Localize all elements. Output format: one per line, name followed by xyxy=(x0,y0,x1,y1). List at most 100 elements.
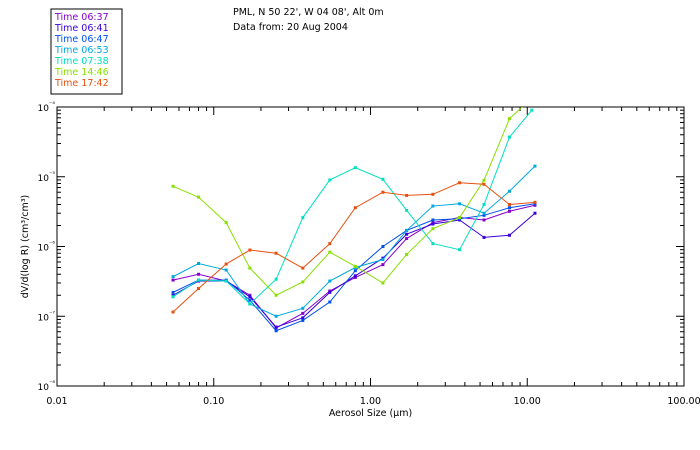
data-point xyxy=(248,266,252,270)
data-point xyxy=(458,248,462,252)
y-tick-label: 10⁻⁸ xyxy=(38,379,56,393)
series-line xyxy=(172,165,536,317)
data-point xyxy=(482,235,486,239)
data-point xyxy=(274,277,278,281)
data-point xyxy=(405,232,409,236)
y-axis-label: dV/d(log R) (cm³/cm³) xyxy=(20,195,31,298)
legend-entry: Time 06:47 xyxy=(54,34,109,45)
data-point xyxy=(431,218,435,222)
data-point xyxy=(431,222,435,226)
data-point xyxy=(533,164,537,168)
series-group xyxy=(171,107,537,333)
series-line xyxy=(172,107,523,296)
x-tick-label: 1.00 xyxy=(360,396,381,407)
header-date: Data from: 20 Aug 2004 xyxy=(233,22,348,33)
data-point xyxy=(248,293,252,297)
data-point xyxy=(482,211,486,215)
data-point xyxy=(353,269,357,273)
data-point xyxy=(507,189,511,193)
data-point xyxy=(328,178,332,182)
x-tick-labels: 0.01 0.10 1.00 10.00 100.00 xyxy=(46,396,700,407)
data-point xyxy=(482,182,486,186)
x-tick-label: 10.00 xyxy=(514,396,541,407)
data-point xyxy=(458,202,462,206)
data-point xyxy=(405,193,409,197)
data-point xyxy=(224,221,228,225)
data-point xyxy=(171,184,175,188)
data-point xyxy=(353,166,357,170)
legend-entry: Time 06:53 xyxy=(54,45,109,56)
data-point xyxy=(507,206,511,210)
data-point xyxy=(197,286,201,290)
y-tick-label: 10⁻⁴ xyxy=(38,100,56,114)
data-point xyxy=(405,237,409,241)
data-point xyxy=(274,329,278,333)
data-point xyxy=(248,302,252,306)
data-point xyxy=(507,209,511,213)
data-point xyxy=(274,314,278,318)
data-point xyxy=(248,248,252,252)
data-point xyxy=(533,203,537,207)
data-point xyxy=(224,262,228,266)
data-point xyxy=(381,258,385,262)
legend-entry: Time 06:37 xyxy=(54,12,109,23)
legend-entry: Time 07:38 xyxy=(54,56,109,67)
series-line xyxy=(172,182,536,313)
data-point xyxy=(482,218,486,222)
data-point xyxy=(458,216,462,220)
data-point xyxy=(482,213,486,217)
data-point xyxy=(533,211,537,215)
x-axis-label: Aerosol Size (μm) xyxy=(329,408,412,419)
data-point xyxy=(458,181,462,185)
data-point xyxy=(405,252,409,256)
data-point xyxy=(482,203,486,207)
data-point xyxy=(405,228,409,232)
data-point xyxy=(522,107,526,108)
data-point xyxy=(482,178,486,182)
data-point xyxy=(530,108,534,112)
y-tick-label: 10⁻⁷ xyxy=(38,309,56,323)
data-point xyxy=(197,262,201,266)
data-point xyxy=(274,251,278,255)
data-point xyxy=(533,200,537,204)
data-point xyxy=(431,242,435,246)
series-7 xyxy=(171,181,537,314)
series-4 xyxy=(171,164,537,318)
data-point xyxy=(353,274,357,278)
data-point xyxy=(301,311,305,315)
data-point xyxy=(328,279,332,283)
series-5 xyxy=(171,108,534,306)
data-point xyxy=(328,250,332,254)
series-6 xyxy=(171,107,526,297)
data-point xyxy=(405,208,409,212)
data-point xyxy=(507,203,511,207)
data-point xyxy=(353,206,357,210)
data-point xyxy=(171,278,175,282)
data-point xyxy=(328,290,332,294)
axis-ticks xyxy=(56,106,685,387)
data-point xyxy=(224,268,228,272)
data-point xyxy=(381,177,385,181)
legend-entry: Time 06:41 xyxy=(54,23,109,34)
data-point xyxy=(224,279,228,283)
data-point xyxy=(301,266,305,270)
data-point xyxy=(431,204,435,208)
data-point xyxy=(301,306,305,310)
data-point xyxy=(197,278,201,282)
legend-entry: Time 14:46 xyxy=(54,67,109,78)
data-point xyxy=(507,117,511,121)
data-point xyxy=(353,264,357,268)
data-point xyxy=(381,190,385,194)
data-point xyxy=(197,272,201,276)
data-point xyxy=(248,298,252,302)
data-point xyxy=(507,135,511,139)
legend-box xyxy=(50,8,123,95)
plot-frame xyxy=(56,106,685,387)
header-location: PML, N 50 22', W 04 08', Alt 0m xyxy=(233,7,384,18)
data-point xyxy=(171,295,175,299)
data-point xyxy=(381,281,385,285)
data-point xyxy=(507,233,511,237)
data-point xyxy=(171,293,175,297)
data-point xyxy=(197,195,201,199)
